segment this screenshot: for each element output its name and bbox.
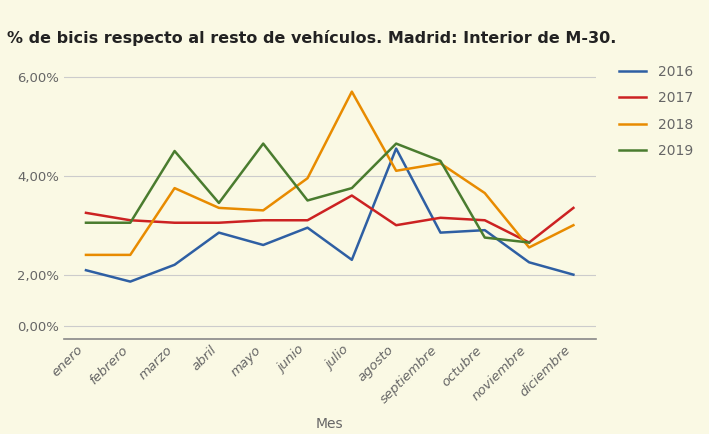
2016 [481,227,489,233]
2018 [170,185,179,191]
2016 [126,279,135,284]
X-axis label: Mes: Mes [316,417,343,431]
2017 [436,215,445,220]
2017 [259,218,267,223]
2019 [481,235,489,240]
2018 [347,89,356,94]
2019 [126,220,135,225]
2019 [170,148,179,154]
Line: 2017: 2017 [86,196,574,243]
Line: 2018: 2018 [86,92,574,255]
2018 [126,252,135,257]
2019 [347,185,356,191]
2017 [392,223,401,228]
2016 [436,230,445,235]
2016 [392,146,401,151]
Text: % de bicis respecto al resto de vehículos. Madrid: Interior de M-30.: % de bicis respecto al resto de vehículo… [7,30,616,46]
2018 [436,161,445,166]
2018 [481,191,489,196]
2019 [392,141,401,146]
2017 [170,220,179,225]
Line: 2019: 2019 [86,144,529,243]
2017 [82,210,90,215]
2016 [82,268,90,273]
2017 [347,193,356,198]
2018 [303,176,312,181]
2017 [525,240,533,245]
2018 [215,205,223,210]
Legend: 2016, 2017, 2018, 2019: 2016, 2017, 2018, 2019 [613,59,698,164]
2018 [525,245,533,250]
2018 [569,223,578,228]
2019 [303,198,312,203]
Line: 2016: 2016 [86,148,574,282]
2018 [82,252,90,257]
2019 [436,158,445,164]
2016 [569,272,578,277]
2016 [303,225,312,230]
2016 [215,230,223,235]
2016 [259,242,267,247]
2016 [525,260,533,265]
2017 [569,205,578,210]
2018 [392,168,401,174]
2017 [303,218,312,223]
2019 [215,201,223,206]
2017 [215,220,223,225]
2017 [481,218,489,223]
2019 [82,220,90,225]
2017 [126,218,135,223]
2016 [170,262,179,267]
2019 [259,141,267,146]
2016 [347,257,356,263]
2019 [525,240,533,245]
2018 [259,208,267,213]
